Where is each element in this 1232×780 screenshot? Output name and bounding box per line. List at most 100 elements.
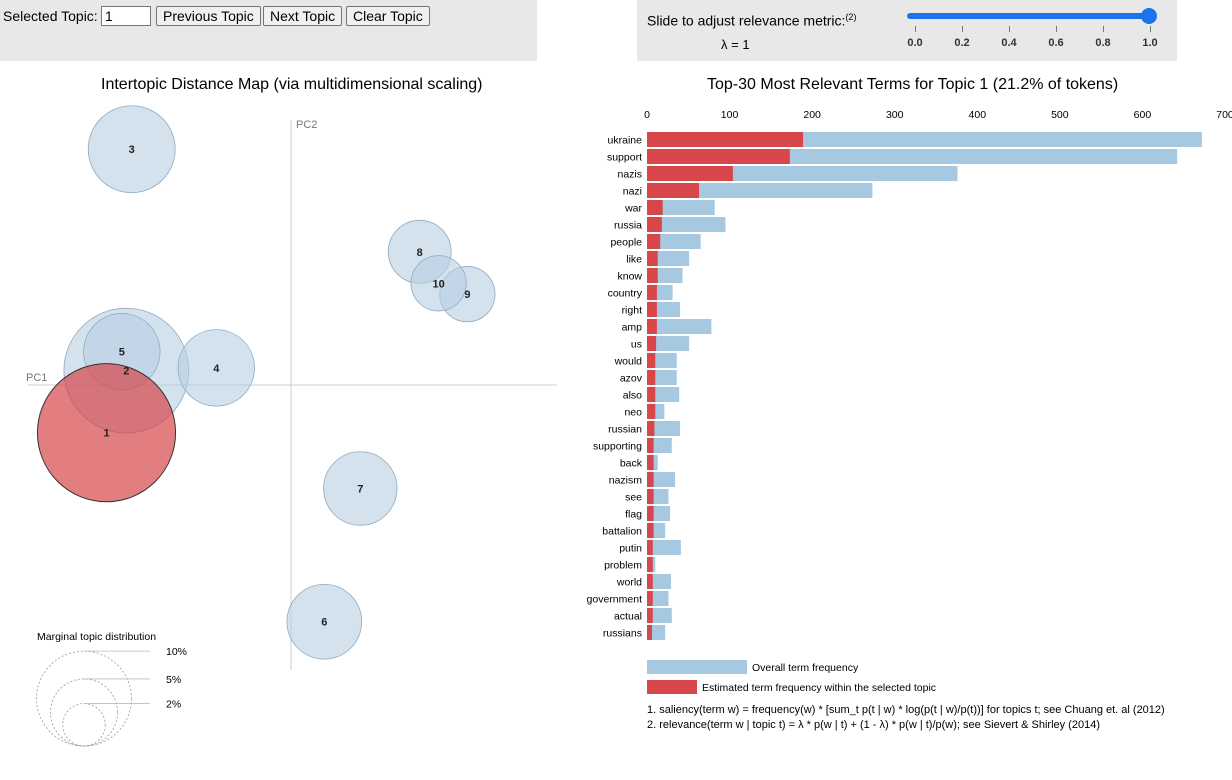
topic-frequency-bar <box>647 217 662 232</box>
term-label[interactable]: people <box>610 237 642 249</box>
topic-frequency-bar <box>647 183 700 198</box>
topic-frequency-bar <box>647 285 657 300</box>
intertopic-map-title: Intertopic Distance Map (via multidimens… <box>101 76 483 93</box>
term-label[interactable]: support <box>607 152 642 164</box>
term-label[interactable]: actual <box>614 611 642 623</box>
term-label[interactable]: nazi <box>623 186 642 198</box>
term-label[interactable]: russia <box>614 220 642 232</box>
term-label[interactable]: back <box>620 458 643 470</box>
topic-label-4: 4 <box>213 363 220 375</box>
topic-frequency-bar <box>647 404 656 419</box>
lambda-value-text: λ = 1 <box>721 37 750 52</box>
topic-frequency-bar <box>647 625 652 640</box>
term-label[interactable]: know <box>617 271 642 283</box>
marginal-distribution-title: Marginal topic distribution <box>37 631 156 643</box>
term-label[interactable]: supporting <box>593 441 642 453</box>
term-label[interactable]: problem <box>604 560 642 572</box>
previous-topic-button[interactable]: Previous Topic <box>156 6 261 26</box>
x-tick-label: 300 <box>886 109 904 121</box>
clear-topic-button[interactable]: Clear Topic <box>346 6 430 26</box>
relevance-slider-track[interactable] <box>907 13 1149 19</box>
slider-tick <box>1009 26 1010 32</box>
legend-circle-2 <box>62 703 106 747</box>
legend-overall-swatch <box>647 660 747 674</box>
topic-label-1: 1 <box>103 428 109 440</box>
term-label[interactable]: war <box>624 203 642 215</box>
term-label[interactable]: country <box>608 288 643 300</box>
slider-tick <box>962 26 963 32</box>
topic-circle-1[interactable] <box>36 363 177 503</box>
term-label[interactable]: neo <box>624 407 642 419</box>
pc1-axis-label: PC1 <box>26 372 47 384</box>
topic-frequency-bar <box>647 132 804 147</box>
overall-frequency-bar <box>647 200 715 215</box>
legend-estimated-label: Estimated term frequency within the sele… <box>702 682 936 694</box>
term-label[interactable]: also <box>623 390 642 402</box>
term-label[interactable]: russian <box>608 424 642 436</box>
term-label[interactable]: russians <box>603 628 642 640</box>
topic-frequency-bar <box>647 540 653 555</box>
term-label[interactable]: nazis <box>617 169 642 181</box>
term-label[interactable]: world <box>616 577 642 589</box>
legend-circle-5 <box>50 678 118 747</box>
next-topic-button[interactable]: Next Topic <box>263 6 343 26</box>
x-tick-label: 600 <box>1134 109 1152 121</box>
term-label[interactable]: would <box>614 356 643 368</box>
relevance-slider-handle[interactable] <box>1141 8 1157 24</box>
topic-circle-10[interactable] <box>410 255 467 312</box>
x-tick-label: 0 <box>644 109 650 121</box>
topic-label-3: 3 <box>129 144 135 156</box>
term-label[interactable]: battalion <box>602 526 642 538</box>
term-label[interactable]: putin <box>619 543 642 555</box>
topic-circle-4[interactable] <box>177 329 255 407</box>
topic-frequency-bar <box>647 557 653 572</box>
saliency-footnote: 1. saliency(term w) = frequency(w) * [su… <box>647 704 1165 716</box>
overall-frequency-bar <box>647 234 701 249</box>
x-tick-label: 700 <box>1216 109 1232 121</box>
relevance-footnote-ref: (2) <box>845 12 857 22</box>
intertopic-distance-map: PC2 PC1 1 2 3 4 5 6 7 8 9 10 Marginal topic distri… <box>26 105 557 747</box>
barchart-title: Top-30 Most Relevant Terms for Topic 1 (… <box>707 76 1119 93</box>
term-label[interactable]: flag <box>625 509 642 521</box>
overall-frequency-bar <box>647 472 676 487</box>
x-tick-label: 400 <box>969 109 987 121</box>
overall-frequency-bar <box>647 217 726 232</box>
relevance-footnote: 2. relevance(term w | topic t) = λ * p(w… <box>647 719 1100 731</box>
term-label[interactable]: government <box>587 594 643 606</box>
topic-frequency-bar <box>647 166 733 181</box>
topic-circle-6[interactable] <box>286 583 363 660</box>
overall-frequency-bar <box>647 336 690 351</box>
term-label[interactable]: like <box>626 254 642 266</box>
slider-tick <box>915 26 916 32</box>
selected-topic-input[interactable] <box>101 6 151 26</box>
overall-frequency-bar <box>647 319 712 334</box>
topic-frequency-bar <box>647 591 653 606</box>
x-tick-label: 200 <box>803 109 821 121</box>
topic-circle-3[interactable] <box>87 105 176 194</box>
legend-label-5: 5% <box>166 674 181 686</box>
topic-frequency-bar <box>647 438 654 453</box>
term-label[interactable]: us <box>631 339 642 351</box>
slider-tick-label: 0.6 <box>1048 37 1064 49</box>
term-label[interactable]: amp <box>622 322 643 334</box>
term-relevance-barchart: 0 100 200 300 400 500 600 700 ukraine support naz… <box>587 109 1232 694</box>
topic-frequency-bar <box>647 455 654 470</box>
term-label[interactable]: nazism <box>609 475 643 487</box>
topic-label-7: 7 <box>357 484 363 496</box>
term-label[interactable]: right <box>622 305 643 317</box>
slider-tick <box>1056 26 1057 32</box>
topic-frequency-bar <box>647 489 654 504</box>
topic-frequency-bar <box>647 319 657 334</box>
slider-tick-label: 1.0 <box>1142 37 1158 49</box>
topic-frequency-bar <box>647 302 657 317</box>
slider-tick-label: 0.8 <box>1095 37 1111 49</box>
topic-frequency-bar <box>647 523 654 538</box>
legend-circle-10 <box>36 650 132 747</box>
term-label[interactable]: see <box>625 492 642 504</box>
topic-control-panel: Selected Topic: Previous Topic Next Topi… <box>0 0 537 61</box>
term-label[interactable]: ukraine <box>608 135 643 147</box>
topic-frequency-bar <box>647 353 656 368</box>
slider-tick-label: 0.2 <box>954 37 970 49</box>
term-label[interactable]: azov <box>620 373 643 385</box>
topic-circle-7[interactable] <box>323 451 398 526</box>
